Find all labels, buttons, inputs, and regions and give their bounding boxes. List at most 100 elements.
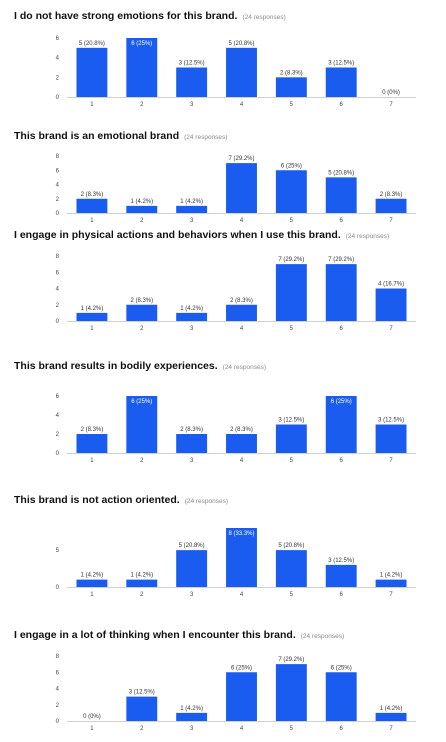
responses-count: (24 responses) <box>184 134 228 141</box>
chart-block-1: I do not have strong emotions for this b… <box>0 10 446 118</box>
x-tick-label: 1 <box>90 102 94 108</box>
x-tick-label: 2 <box>140 726 144 732</box>
x-tick-label: 3 <box>190 592 194 598</box>
x-tick-label: 6 <box>340 726 344 732</box>
bar <box>126 38 158 97</box>
bar-value-label: 3 (12.5%) <box>328 558 354 564</box>
bar-value-label: 5 (20.8%) <box>79 41 105 47</box>
responses-count: (24 responses) <box>184 498 229 505</box>
responses-count: (24 responses) <box>222 364 267 371</box>
y-tick-label: 6 <box>56 36 60 42</box>
bar-value-label: 1 (4.2%) <box>380 573 403 579</box>
chart-block-2: This brand is an emotional brand (24 resp… <box>0 130 446 230</box>
x-tick-label: 3 <box>190 726 194 732</box>
x-tick-label: 7 <box>389 726 393 732</box>
chart-title: I engage in physical actions and behavio… <box>14 229 389 241</box>
y-tick-label: 4 <box>56 183 60 189</box>
x-tick-label: 7 <box>389 218 393 224</box>
y-tick-label: 0 <box>56 211 60 217</box>
bar <box>226 528 257 587</box>
x-tick-label: 5 <box>290 326 294 332</box>
bar <box>375 288 407 321</box>
x-tick-label: 3 <box>190 326 194 332</box>
y-tick-label: 6 <box>56 394 60 400</box>
bar-value-label: 2 (8.3%) <box>380 192 403 198</box>
chart-title: This brand is an emotional brand (24 resp… <box>14 130 227 142</box>
chart-block-4: This brand results in bodily experiences… <box>0 360 446 465</box>
x-tick-label: 2 <box>140 218 144 224</box>
bar <box>275 170 307 213</box>
bar-value-label: 3 (12.5%) <box>179 61 205 67</box>
chart-title-text: This brand is not action oriented. <box>14 494 180 506</box>
bar-value-label: 7 (29.2%) <box>278 657 304 663</box>
chart-block-3: I engage in physical actions and behavio… <box>0 229 446 339</box>
y-tick-label: 6 <box>56 168 60 174</box>
bar-value-label: 5 (20.8%) <box>228 41 254 47</box>
bar <box>126 579 158 587</box>
bar <box>375 424 407 453</box>
bar-value-label: 3 (12.5%) <box>278 418 304 424</box>
bar <box>325 264 357 321</box>
x-tick-label: 1 <box>90 592 94 598</box>
bar-value-label: 5 (20.8%) <box>179 543 205 549</box>
bar <box>176 550 208 587</box>
bar-chart-3: 0 2 4 6 8 1 (4.2%) 1 2 (8.3%) 2 1 (4.2%) 3 2 (8.3%)… <box>56 254 416 332</box>
bar <box>226 672 257 721</box>
y-tick-label: 4 <box>56 56 60 62</box>
bar <box>325 177 357 213</box>
x-tick-label: 3 <box>190 102 194 108</box>
y-tick-label: 4 <box>56 287 60 293</box>
bar <box>76 312 108 321</box>
chart-title-text: I engage in physical actions and behavio… <box>14 229 341 241</box>
bar-value-label: 2 (8.3%) <box>230 427 253 433</box>
bar <box>226 434 257 453</box>
x-tick-label: 1 <box>90 326 94 332</box>
bar <box>275 424 307 453</box>
bar <box>375 579 407 587</box>
bar <box>275 664 307 721</box>
y-tick-label: 8 <box>56 254 60 260</box>
x-tick-label: 4 <box>240 592 244 598</box>
x-tick-label: 5 <box>290 592 294 598</box>
x-tick-label: 7 <box>389 458 393 464</box>
chart-title: I engage in a lot of thinking when I enc… <box>14 629 344 641</box>
bar-value-label: 3 (12.5%) <box>328 61 354 67</box>
bar <box>176 712 208 721</box>
x-tick-label: 4 <box>240 102 244 108</box>
x-tick-label: 4 <box>240 726 244 732</box>
bar-value-label: 1 (4.2%) <box>180 199 203 205</box>
y-tick-label: 6 <box>56 270 60 276</box>
bar-value-label: 1 (4.2%) <box>81 306 104 312</box>
x-tick-label: 6 <box>340 326 344 332</box>
chart-title: I do not have strong emotions for this b… <box>14 10 286 22</box>
x-tick-label: 6 <box>340 592 344 598</box>
bar-value-label: 2 (8.3%) <box>180 427 203 433</box>
bar <box>275 550 307 587</box>
bar <box>76 47 108 97</box>
chart-title-text: I do not have strong emotions for this b… <box>14 10 238 22</box>
bar <box>126 696 158 721</box>
bar <box>275 77 307 97</box>
bar <box>126 304 158 321</box>
x-tick-label: 2 <box>140 102 144 108</box>
bar <box>126 205 158 213</box>
bar <box>325 67 357 97</box>
bar <box>176 312 208 321</box>
x-tick-label: 6 <box>340 218 344 224</box>
x-tick-label: 5 <box>290 218 294 224</box>
y-tick-label: 2 <box>56 432 60 438</box>
bar <box>176 205 208 213</box>
bar-value-label: 5 (20.8%) <box>278 543 304 549</box>
bar <box>325 672 357 721</box>
x-tick-label: 7 <box>389 592 393 598</box>
chart-title: This brand results in bodily experiences… <box>14 360 266 372</box>
bar <box>375 712 407 721</box>
bar-value-label: 1 (4.2%) <box>81 573 104 579</box>
x-tick-label: 1 <box>90 218 94 224</box>
bar-chart-4: 0 2 4 6 2 (8.3%) 1 6 (25%) 2 2 (8.3%) 3 2 (8.3%) 4 3… <box>56 394 416 464</box>
bar-value-label: 2 (8.3%) <box>81 427 104 433</box>
chart-block-5: This brand is not action oriented. (24 re… <box>0 494 446 604</box>
bar <box>226 47 257 97</box>
bar-value-label: 6 (25%) <box>131 41 152 47</box>
bar-value-label: 7 (29.2%) <box>228 156 254 162</box>
